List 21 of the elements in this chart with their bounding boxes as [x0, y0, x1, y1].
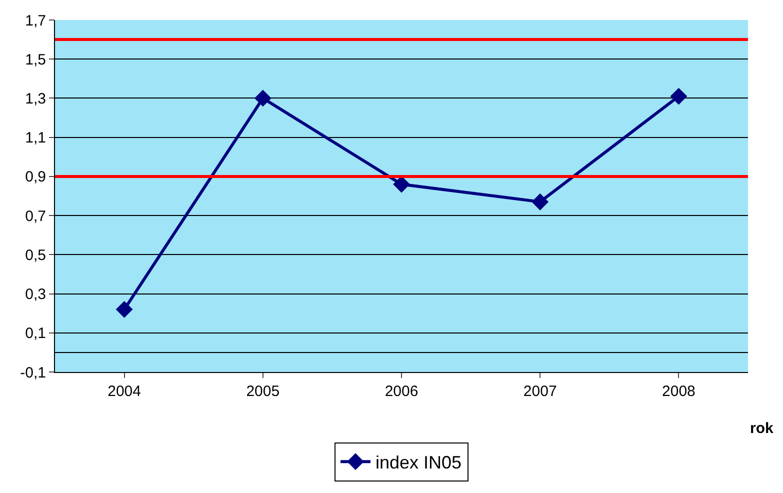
- y-tick-label: 1,1: [25, 130, 46, 147]
- x-axis-title: rok: [750, 420, 774, 437]
- x-tick-label: 2006: [384, 383, 418, 400]
- y-tick-label: 0,3: [25, 286, 46, 304]
- y-tick-label: -0,1: [20, 364, 46, 382]
- y-tick-label: 1,3: [25, 90, 46, 108]
- y-tick-label: 0,7: [25, 208, 46, 225]
- point: [254, 90, 272, 107]
- point: [532, 193, 549, 210]
- x-tick-label: 2004: [108, 383, 141, 400]
- y-tick-label: 0,1: [25, 325, 46, 342]
- x-tick-label: 2007: [523, 383, 557, 400]
- point: [670, 88, 688, 105]
- y-tick-label: 1,5: [25, 51, 46, 68]
- x-tick-label: 2005: [246, 383, 280, 400]
- point: [116, 300, 133, 318]
- y-tick-label: 1,7: [25, 12, 46, 30]
- y-tick-label: 0,5: [25, 246, 46, 264]
- x-tick-label: 2008: [662, 383, 696, 400]
- legend-label: index IN05: [376, 452, 462, 473]
- y-tick-label: 0,9: [25, 168, 46, 186]
